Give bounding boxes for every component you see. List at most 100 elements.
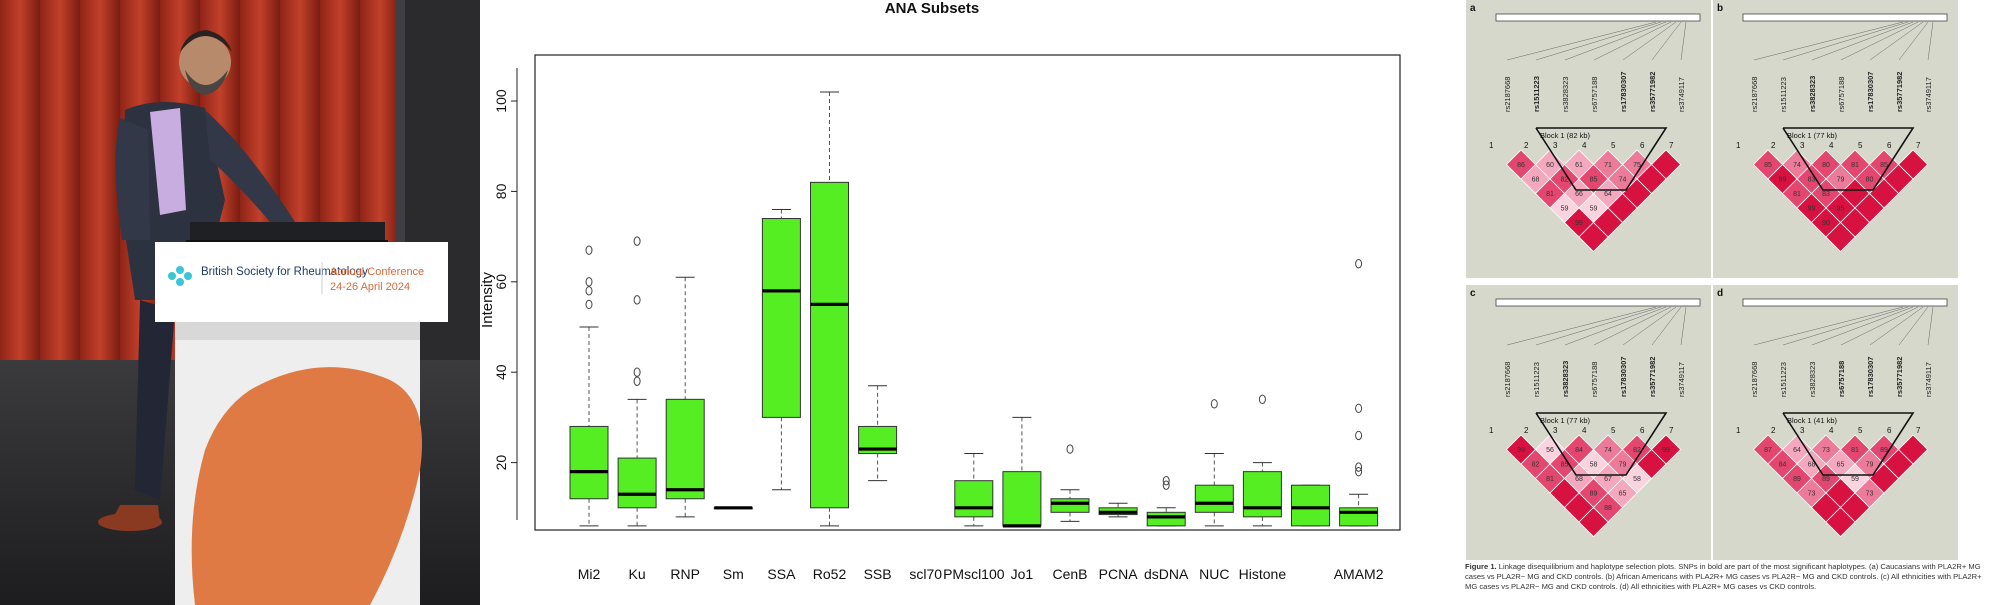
outlier-point xyxy=(1162,480,1170,490)
ld-cell-value: 65 xyxy=(1619,491,1627,498)
outlier-point xyxy=(1258,394,1266,405)
ld-cell-value: 79 xyxy=(1866,462,1874,469)
box-iqr xyxy=(1242,471,1282,518)
snp-position: 4 xyxy=(1829,141,1834,150)
ld-cell-value: 95 xyxy=(1837,206,1845,213)
ld-cell-value: 59 xyxy=(1590,206,1598,213)
ld-cell-value: 58 xyxy=(1633,476,1641,483)
snp-position: 6 xyxy=(1887,426,1892,435)
ld-cell-value: 87 xyxy=(1764,447,1772,454)
ld-panel-d: d rs2187668 1 rs1511223 2 rs3828323 3 rs6757188… xyxy=(1713,285,1958,563)
ld-cell-value: 82 xyxy=(1532,462,1540,469)
haplotype-block-label: Block 1 (77 kb) xyxy=(1787,131,1838,140)
leg xyxy=(135,300,175,500)
snp-label: rs6757188 xyxy=(1837,361,1846,397)
podium-dates-text: 24-26 April 2024 xyxy=(330,281,410,293)
ld-panel-c: c rs2187668 1 rs1511223 2 rs3828323 3 rs6757188… xyxy=(1466,285,1711,563)
ld-cell-value: 99 xyxy=(1808,206,1816,213)
ld-cell-value: 71 xyxy=(1604,162,1612,169)
ld-cell-value: 82 xyxy=(1561,177,1569,184)
box-9 xyxy=(1002,416,1042,528)
box-16 xyxy=(1339,259,1379,527)
snp-label: rs1511223 xyxy=(1779,77,1788,112)
snp-position: 6 xyxy=(1640,426,1645,435)
outlier-point xyxy=(633,295,641,305)
haplotype-block-outline xyxy=(1782,127,1915,191)
snp-label: rs6757188 xyxy=(1590,77,1599,112)
ld-cell xyxy=(1825,221,1856,253)
ld-cell-value: 83 xyxy=(1808,177,1816,184)
snp-position: 1 xyxy=(1736,426,1741,435)
ld-cell-value: 74 xyxy=(1793,162,1801,169)
outlier-point xyxy=(633,376,641,386)
ld-cell-value: 99 xyxy=(1575,220,1583,227)
ld-cell-value: 73 xyxy=(1866,491,1874,498)
ld-cell-value: 82 xyxy=(1633,447,1641,454)
box-13 xyxy=(1194,399,1234,527)
snp-position: 6 xyxy=(1887,141,1892,150)
ld-cell-value: 64 xyxy=(1793,447,1801,454)
box-iqr xyxy=(1146,511,1186,527)
box-iqr xyxy=(617,457,657,509)
ld-cell-value: 81 xyxy=(1851,162,1859,169)
bsr-logo-icon xyxy=(168,266,192,286)
snp-label: rs2187668 xyxy=(1750,77,1759,112)
box-iqr xyxy=(1194,484,1234,513)
podium-sign xyxy=(155,242,448,322)
snp-position: 1 xyxy=(1736,141,1741,150)
box-iqr xyxy=(810,181,849,509)
snp-position: 7 xyxy=(1916,426,1921,435)
snp-label: rs2187668 xyxy=(1750,362,1759,397)
snp-label: rs1511223 xyxy=(1532,362,1541,397)
laptop xyxy=(190,222,385,244)
snp-label: rs3828323 xyxy=(1808,76,1817,112)
snp-position: 2 xyxy=(1771,426,1776,435)
snp-label: rs1511223 xyxy=(1779,362,1788,397)
snp-position: 3 xyxy=(1553,426,1558,435)
snp-label: rs3749117 xyxy=(1677,77,1686,112)
ld-cell-value: 59 xyxy=(1851,476,1859,483)
ld-cell-value: 81 xyxy=(1546,191,1554,198)
ld-cell-value: 85 xyxy=(1561,462,1569,469)
podium-org-text: British Society for Rheumatology xyxy=(201,266,368,278)
snp-position: 7 xyxy=(1669,426,1674,435)
ld-cell-value: 90 xyxy=(1822,220,1830,227)
snp-position: 4 xyxy=(1582,426,1587,435)
snp-label: rs6757188 xyxy=(1590,362,1599,397)
box-0 xyxy=(569,245,609,527)
snp-position: 1 xyxy=(1489,426,1494,435)
ld-panel-a: a rs2187668 1 rs1511223 2 rs3828323 3 rs6757188… xyxy=(1466,0,1711,278)
ld-cell xyxy=(1825,506,1856,538)
y-tick-label: 100 xyxy=(493,89,509,113)
box-iqr xyxy=(569,425,609,500)
snp-position: 1 xyxy=(1489,141,1494,150)
x-tick-label: Histone xyxy=(1239,566,1287,582)
snp-position: 4 xyxy=(1582,141,1587,150)
conference-photo: British Society for Rheumatology Annual … xyxy=(0,0,480,605)
x-tick-label: CenB xyxy=(1052,566,1087,582)
ld-cell-value: 85 xyxy=(1764,162,1772,169)
haplotype-block-label: Block 1 (82 kb) xyxy=(1540,131,1591,140)
ld-cell-value: 81 xyxy=(1546,476,1554,483)
box-iqr xyxy=(1050,498,1090,513)
ld-cell-value: 89 xyxy=(1793,476,1801,483)
snp-position: 4 xyxy=(1829,426,1834,435)
beard xyxy=(185,70,228,95)
y-tick-label: 20 xyxy=(493,455,509,471)
snp-position: 5 xyxy=(1611,141,1616,150)
ld-cell-value: 68 xyxy=(1575,476,1583,483)
snp-label: rs2187668 xyxy=(1503,77,1512,112)
outlier-point xyxy=(585,277,593,287)
ld-cell-value: 85 xyxy=(1880,162,1888,169)
snp-label: rs2187668 xyxy=(1503,362,1512,397)
snp-label: rs6757188 xyxy=(1837,77,1846,112)
outlier-point xyxy=(1162,475,1170,486)
snp-label: rs35771982 xyxy=(1895,72,1904,112)
shirt xyxy=(150,108,186,215)
ld-cell xyxy=(1578,506,1609,538)
box-iqr xyxy=(1339,507,1379,527)
snp-position: 3 xyxy=(1553,141,1558,150)
snp-position: 7 xyxy=(1669,141,1674,150)
ld-figure: a rs2187668 1 rs1511223 2 rs3828323 3 rs6757188… xyxy=(1465,0,2000,605)
plot-frame xyxy=(534,54,1401,531)
